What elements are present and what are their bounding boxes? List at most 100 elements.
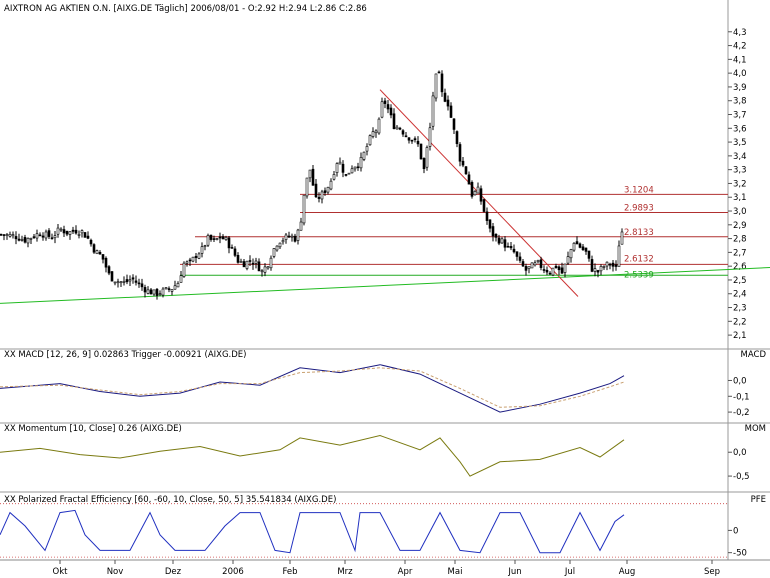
y-tick-label: 3,8 <box>733 97 747 107</box>
candle-body <box>80 230 84 234</box>
candle-body <box>107 266 111 274</box>
candle-body <box>167 288 171 290</box>
candle-body <box>212 238 216 240</box>
candle-body <box>560 267 564 274</box>
candle-body <box>542 269 546 271</box>
candle-body <box>95 250 99 255</box>
candle-body <box>65 230 69 235</box>
candle-body <box>578 243 582 248</box>
candle-body <box>248 260 252 262</box>
candle-body <box>476 186 480 194</box>
candle-body <box>251 262 255 265</box>
candle-body <box>470 182 474 197</box>
candle-body <box>443 92 447 102</box>
candle-body <box>59 228 63 231</box>
candle-body <box>566 256 570 264</box>
candle-body <box>83 232 87 238</box>
candle-body <box>23 237 27 243</box>
candle-body <box>62 229 66 234</box>
candle-body <box>179 275 183 283</box>
candle-body <box>575 241 579 245</box>
candle-body <box>77 234 81 236</box>
candle-body <box>395 126 399 130</box>
candle-body <box>245 260 249 269</box>
candle-body <box>230 247 234 249</box>
candle-body <box>110 271 114 282</box>
y-tick-label: 3,7 <box>733 111 747 121</box>
candle-body <box>422 158 426 170</box>
candle-body <box>266 266 270 269</box>
indicator-y-tick-label: 0,0 <box>733 376 747 386</box>
candle-body <box>53 235 57 239</box>
candle-body <box>299 221 303 231</box>
series-line-pfe <box>0 509 625 554</box>
candle-body <box>536 260 540 263</box>
indicator-label: PFE <box>751 495 766 505</box>
candle-body <box>620 231 624 245</box>
candle-body <box>86 235 90 239</box>
series-line-trigger <box>0 367 625 408</box>
candle-body <box>611 262 615 267</box>
candle-body <box>113 281 117 284</box>
fib-level-label: 2.6132 <box>624 254 654 264</box>
x-tick-label: 2006 <box>222 567 244 577</box>
candle-body <box>398 127 402 130</box>
candle-body <box>356 166 360 169</box>
candle-body <box>26 237 30 244</box>
candle-body <box>614 264 618 267</box>
candle-body <box>317 196 321 199</box>
candle-body <box>122 281 126 283</box>
y-tick-label: 4,2 <box>733 42 747 52</box>
fib-level-label: 2.9893 <box>624 203 654 213</box>
x-tick-label: Sep <box>704 567 720 577</box>
candle-body <box>617 245 621 267</box>
candle-body <box>233 248 237 256</box>
indicator-y-tick-label: -0,2 <box>733 408 750 418</box>
candle-body <box>515 251 519 257</box>
candle-body <box>455 131 459 144</box>
candle-body <box>482 199 486 212</box>
candle-body <box>338 161 342 165</box>
candle-body <box>71 229 75 232</box>
candle-body <box>194 255 198 258</box>
candle-body <box>596 270 600 273</box>
fib-level-label: 3.1204 <box>624 185 654 195</box>
candle-body <box>311 168 315 186</box>
candle-body <box>218 236 222 239</box>
candle-body <box>2 234 6 236</box>
candle-body <box>275 245 279 251</box>
candle-body <box>365 146 369 152</box>
indicator-label: MACD <box>741 350 767 360</box>
fib-level-label: 2.5339 <box>624 270 654 280</box>
candle-body <box>329 180 333 190</box>
y-tick-label: 4,0 <box>733 69 747 79</box>
candle-body <box>569 249 573 259</box>
candle-body <box>347 172 351 175</box>
series-line-macd <box>0 364 625 413</box>
y-tick-label: 3,6 <box>733 124 747 134</box>
y-tick-label: 3,2 <box>733 179 747 189</box>
y-tick-label: 3,5 <box>733 138 747 148</box>
candle-body <box>503 239 507 248</box>
x-tick-label: Feb <box>282 567 297 577</box>
candle-body <box>206 235 210 246</box>
candle-body <box>392 113 396 129</box>
candle-body <box>413 138 417 141</box>
candle-body <box>140 283 144 288</box>
candle-body <box>197 253 201 259</box>
y-tick-label: 3,4 <box>733 152 747 162</box>
candle-body <box>239 261 243 263</box>
candle-body <box>176 283 180 288</box>
candle-body <box>359 157 363 169</box>
x-tick-label: Mai <box>448 567 463 577</box>
series-line-momentum <box>0 434 625 477</box>
candle-body <box>56 227 60 235</box>
y-tick-label: 2,4 <box>733 290 747 300</box>
candle-body <box>602 266 606 268</box>
indicator-label: MOM <box>745 424 766 434</box>
candle-body <box>14 236 18 240</box>
y-tick-label: 3,0 <box>733 207 747 217</box>
candle-body <box>281 240 285 243</box>
indicator-y-tick-label: -0,1 <box>733 392 750 402</box>
